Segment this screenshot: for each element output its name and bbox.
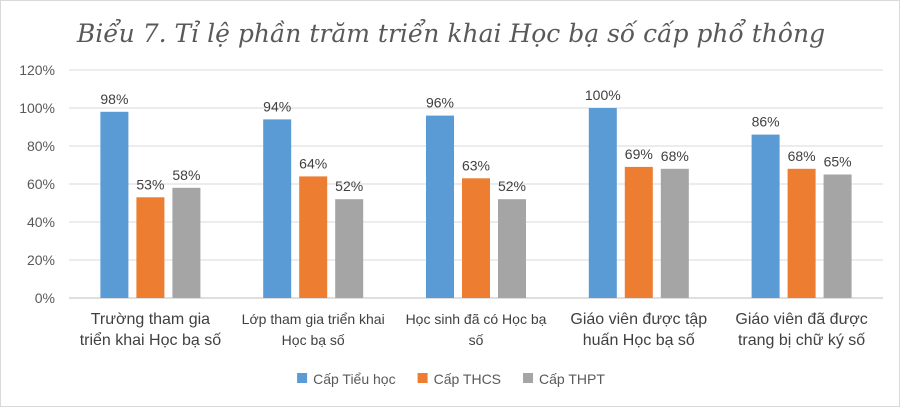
bar — [100, 111, 129, 298]
y-tick-label: 20% — [27, 252, 55, 268]
bar — [588, 108, 617, 298]
bar — [462, 178, 490, 298]
y-axis: 0% 20% 40% 60% 80% 100% 120% — [19, 62, 55, 306]
legend-label: Cấp Tiểu học — [313, 371, 396, 387]
data-label: 52% — [498, 178, 526, 194]
legend: Cấp Tiểu học Cấp THCS Cấp THPT — [297, 371, 605, 387]
x-category-label: Học sinh đã có Học bạ số — [406, 311, 547, 348]
bars — [100, 108, 852, 299]
bar — [823, 174, 852, 298]
x-category-label: Giáo viên được tập huấn Học bạ số — [570, 311, 707, 349]
x-category-label: Giáo viên đã được trang bị chữ ký số — [735, 311, 867, 349]
bar — [426, 115, 454, 298]
y-tick-label: 120% — [19, 62, 55, 78]
data-label: 86% — [752, 114, 780, 130]
legend-swatch — [523, 373, 534, 383]
legend-label: Cấp THCS — [434, 371, 501, 387]
data-labels: 98% 53% 58% 94% 64% 52% 96% 63% 52% 100% 69% 68% 86%… — [100, 87, 851, 194]
y-tick-label: 100% — [19, 100, 55, 116]
x-category-label: Lớp tham gia triển khai Học bạ số — [242, 311, 385, 348]
bar — [335, 199, 364, 298]
bar — [299, 176, 328, 298]
data-label: 68% — [661, 148, 689, 164]
data-label: 63% — [462, 157, 490, 173]
bar — [172, 187, 201, 298]
data-label: 98% — [100, 91, 128, 107]
data-label: 100% — [585, 87, 621, 103]
data-label: 96% — [426, 95, 454, 111]
chart-title: Biểu 7. Tỉ lệ phần trăm triển khai Học b… — [76, 19, 825, 48]
y-tick-label: 40% — [27, 214, 55, 230]
data-label: 64% — [299, 155, 327, 171]
data-label: 65% — [824, 154, 852, 170]
legend-label: Cấp THPT — [539, 371, 605, 387]
data-label: 68% — [788, 148, 816, 164]
data-label: 52% — [335, 178, 363, 194]
y-tick-label: 0% — [35, 290, 55, 306]
legend-swatch — [297, 373, 308, 383]
bar — [624, 166, 653, 298]
y-tick-label: 80% — [27, 138, 55, 154]
bar — [136, 197, 165, 298]
data-label: 69% — [625, 146, 653, 162]
bar — [787, 168, 816, 298]
x-axis: Trường tham gia triển khai Học bạ số Lớp t… — [80, 311, 868, 349]
data-label: 53% — [136, 176, 164, 192]
data-label: 94% — [263, 98, 291, 114]
bar — [498, 199, 526, 298]
x-category-label: Trường tham gia triển khai Học bạ số — [80, 311, 222, 349]
data-label: 58% — [172, 167, 200, 183]
legend-swatch — [417, 373, 428, 383]
y-tick-label: 60% — [27, 176, 55, 192]
bar — [660, 168, 689, 298]
bar — [263, 119, 292, 299]
bar — [751, 134, 780, 298]
